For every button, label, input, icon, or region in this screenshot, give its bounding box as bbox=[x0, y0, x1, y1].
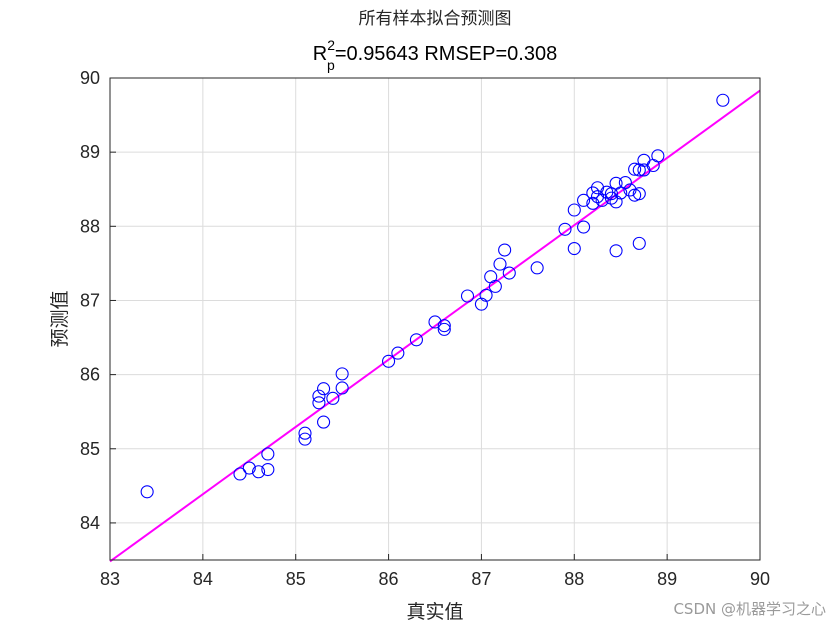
data-point-4 bbox=[261, 462, 275, 477]
data-point-47 bbox=[618, 176, 632, 190]
y-tick-label-2: 86 bbox=[80, 365, 100, 385]
x-tick-label-5: 88 bbox=[564, 569, 584, 589]
plot-background bbox=[110, 78, 760, 560]
x-tick-label-1: 84 bbox=[193, 569, 213, 589]
data-point-53 bbox=[632, 236, 646, 250]
data-point-18 bbox=[428, 315, 442, 329]
y-tick-label-0: 84 bbox=[80, 513, 100, 533]
chart-subtitle: R2 p=0.95643 RMSEP=0.308 bbox=[313, 37, 557, 73]
subtitle-r: R bbox=[313, 43, 327, 65]
data-point-33 bbox=[577, 193, 591, 207]
x-tick-label-3: 86 bbox=[379, 569, 399, 589]
x-tick-label-4: 87 bbox=[471, 569, 491, 589]
data-point-39 bbox=[595, 193, 609, 207]
data-point-14 bbox=[335, 367, 349, 381]
data-point-1 bbox=[233, 467, 247, 481]
data-point-29 bbox=[530, 261, 544, 275]
data-point-9 bbox=[312, 389, 326, 403]
y-axis-label: 预测值 bbox=[49, 290, 71, 347]
data-point-48 bbox=[623, 183, 637, 197]
data-point-35 bbox=[586, 196, 600, 210]
data-point-31 bbox=[567, 203, 581, 217]
data-point-25 bbox=[488, 279, 502, 293]
plot-frame bbox=[109, 77, 761, 561]
data-point-26 bbox=[493, 257, 507, 271]
chart-title: 所有样本拟合预测图 bbox=[359, 9, 512, 29]
y-tick-label-4: 88 bbox=[80, 216, 100, 236]
data-point-6 bbox=[298, 432, 312, 446]
data-point-7 bbox=[298, 426, 312, 440]
data-point-27 bbox=[498, 243, 512, 257]
x-tick-label-7: 90 bbox=[750, 569, 770, 589]
x-axis-label: 真实值 bbox=[406, 601, 463, 623]
x-tick-label-0: 83 bbox=[100, 569, 120, 589]
data-point-3 bbox=[252, 465, 266, 479]
fit-line bbox=[109, 89, 761, 563]
subtitle-subscript: p bbox=[327, 57, 335, 73]
data-point-17 bbox=[409, 333, 423, 347]
y-tick-label-1: 85 bbox=[80, 439, 100, 459]
y-tick-label-5: 89 bbox=[80, 142, 100, 162]
data-point-13 bbox=[335, 381, 349, 395]
data-point-57 bbox=[651, 149, 665, 163]
data-point-30 bbox=[558, 222, 572, 236]
data-point-32 bbox=[567, 242, 581, 256]
data-point-51 bbox=[632, 187, 646, 201]
data-point-16 bbox=[391, 346, 405, 360]
fit-line-group bbox=[109, 89, 761, 563]
data-point-5 bbox=[261, 447, 275, 461]
data-point-11 bbox=[317, 415, 331, 429]
grid-lines bbox=[109, 77, 761, 560]
data-point-23 bbox=[479, 288, 493, 302]
x-tick-label-6: 89 bbox=[657, 569, 677, 589]
data-point-10 bbox=[317, 382, 331, 396]
watermark: CSDN @机器学习之心 bbox=[673, 600, 826, 618]
data-point-15 bbox=[382, 354, 396, 368]
subtitle-rest: =0.95643 RMSEP=0.308 bbox=[335, 43, 557, 65]
data-point-58 bbox=[716, 93, 730, 107]
data-point-36 bbox=[586, 186, 600, 200]
data-point-34 bbox=[577, 220, 591, 234]
data-point-28 bbox=[502, 266, 516, 280]
data-point-0 bbox=[140, 485, 154, 499]
data-point-2 bbox=[242, 461, 256, 475]
data-point-12 bbox=[326, 391, 340, 405]
data-point-45 bbox=[609, 244, 623, 258]
data-point-8 bbox=[312, 396, 326, 410]
x-tick-label-2: 85 bbox=[286, 569, 306, 589]
data-point-20 bbox=[437, 319, 451, 333]
data-point-21 bbox=[460, 289, 475, 303]
y-tick-label-3: 87 bbox=[80, 290, 100, 310]
data-points bbox=[140, 93, 730, 499]
axis-ticks: 83 84 85 86 87 88 89 90 84 85 86 87 88 89 90 bbox=[80, 68, 770, 589]
data-point-19 bbox=[437, 322, 451, 336]
data-point-49 bbox=[628, 162, 642, 176]
subtitle-superscript: 2 bbox=[327, 37, 335, 53]
y-tick-label-6: 90 bbox=[80, 68, 100, 88]
